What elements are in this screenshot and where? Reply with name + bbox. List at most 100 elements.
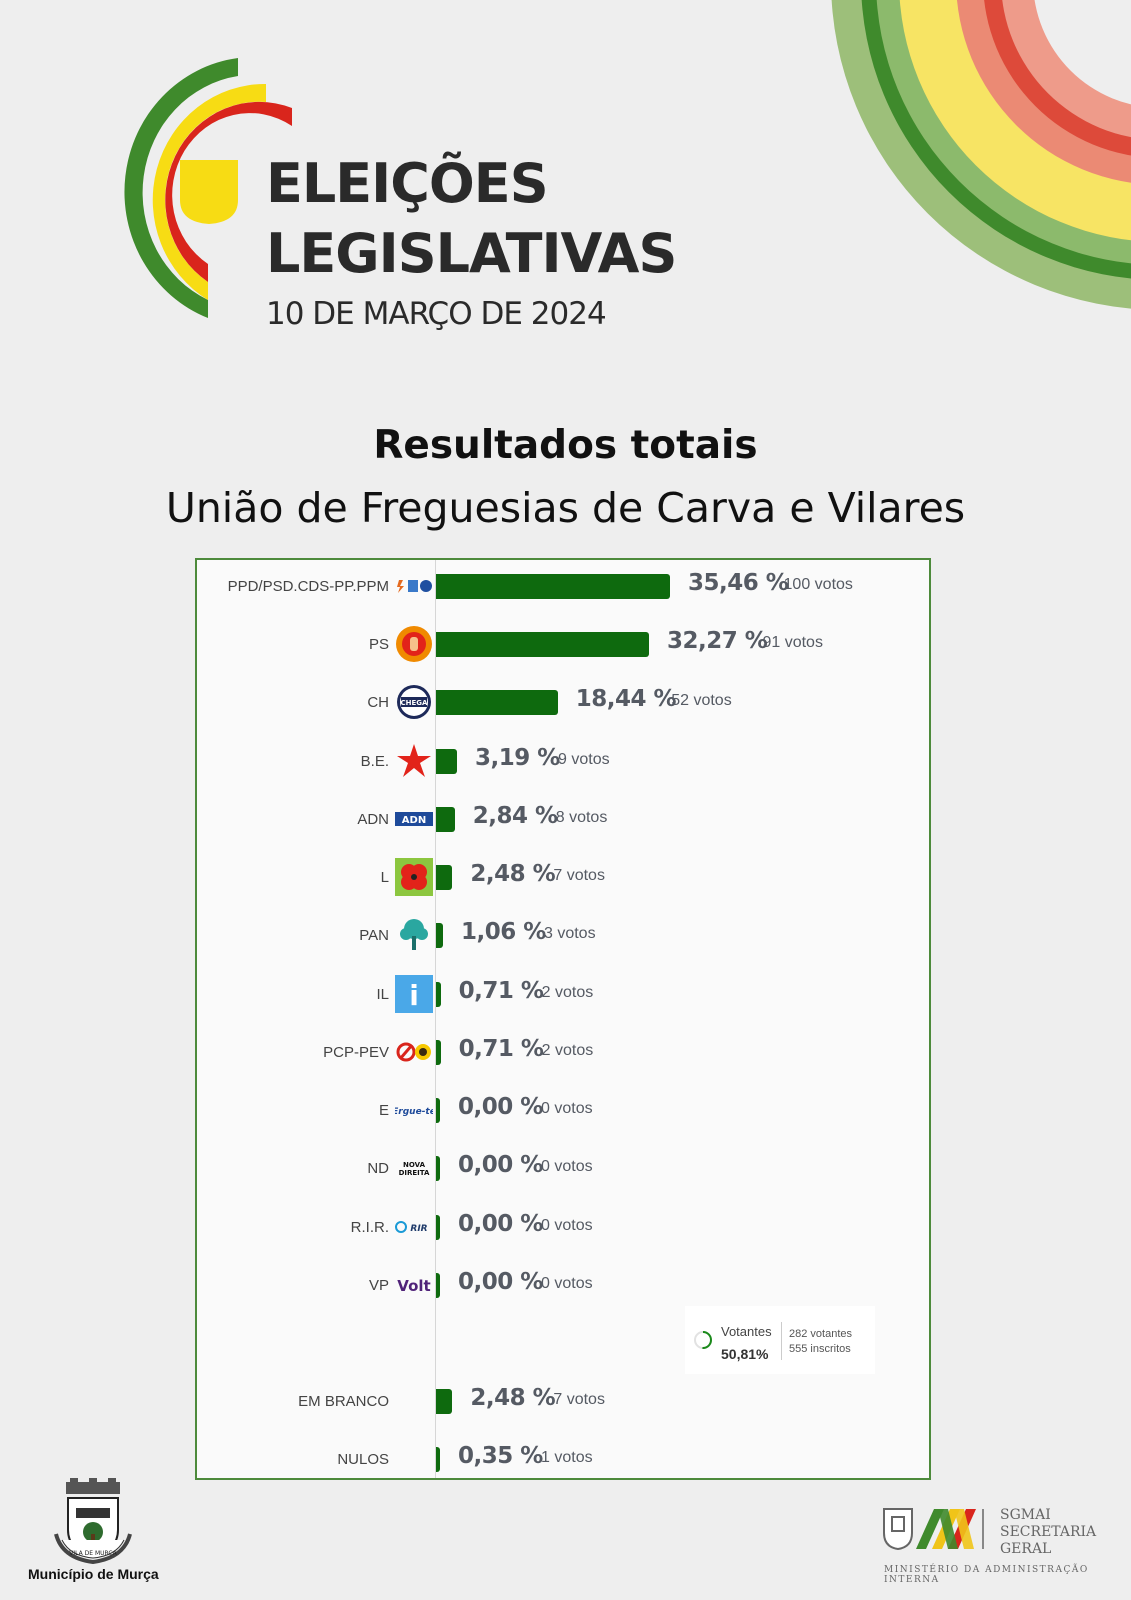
- votes-label: 100 votos: [783, 576, 853, 593]
- result-bar: [436, 982, 441, 1007]
- turnout-registered: 555 inscritos: [789, 1343, 851, 1355]
- result-bar: [436, 749, 458, 774]
- result-bar: [436, 1447, 440, 1472]
- party-label: IL: [376, 986, 389, 1003]
- result-bar: [436, 865, 453, 890]
- party-label: NULOS: [337, 1451, 389, 1468]
- percent-label: 0,00 %: [458, 1152, 543, 1178]
- crest-text: VILA DE MURÇA: [69, 1550, 117, 1557]
- party-label: VP: [368, 1277, 389, 1294]
- party-label: PS: [368, 636, 389, 653]
- result-row: EM BRANCO 2,48 % 7 votos: [197, 1381, 929, 1421]
- party-label: ADN: [357, 811, 389, 828]
- percent-label: 3,19 %: [475, 745, 560, 771]
- result-row: PPD/PSD.CDS-PP.PPM 35,46 % 100 votos: [197, 566, 929, 606]
- result-bar: [436, 1156, 440, 1181]
- percent-label: 18,44 %: [575, 686, 677, 712]
- votes-label: 0 votos: [541, 1275, 593, 1292]
- sgmai-line-3: GERAL: [1000, 1541, 1052, 1557]
- result-bar: [436, 574, 671, 599]
- rir-logo-icon: RIR: [395, 1208, 433, 1246]
- result-row: PS 32,27 % 91 votos: [197, 624, 929, 664]
- result-row: PCP-PEV 0,71 % 2 votos: [197, 1032, 929, 1072]
- percent-label: 0,71 %: [458, 1036, 544, 1062]
- svg-text:i: i: [409, 979, 419, 1012]
- results-chart: PPD/PSD.CDS-PP.PPM 35,46 % 100 votos PS 32,2…: [195, 558, 931, 1480]
- livre-poppy-icon: [395, 858, 433, 896]
- result-row: ADN ADN 2,84 % 8 votos: [197, 799, 929, 839]
- adn-logo-icon: ADN: [395, 800, 433, 838]
- percent-label: 35,46 %: [688, 570, 789, 596]
- il-logo-icon: i: [395, 975, 433, 1013]
- result-bar: [436, 923, 443, 948]
- chega-logo-icon: CHEGA: [395, 683, 433, 721]
- result-bar: [436, 690, 558, 715]
- decorative-arcs: [831, 0, 1131, 309]
- party-label: CH: [367, 694, 389, 711]
- pan-tree-icon: [395, 916, 433, 954]
- party-label: B.E.: [360, 753, 389, 770]
- result-row: VP Volt 0,00 % 0 votos: [197, 1265, 929, 1305]
- sgmai-logo-icon: [883, 1508, 984, 1551]
- votes-label: 2 votos: [541, 1042, 594, 1059]
- result-bar: [436, 1273, 440, 1298]
- svg-text:ADN: ADN: [402, 815, 426, 826]
- election-date: 10 DE MARÇO DE 2024: [266, 296, 607, 332]
- percent-label: 0,35 %: [458, 1443, 543, 1469]
- percent-label: 2,84 %: [472, 803, 558, 829]
- elections-logo-icon: [124, 58, 292, 318]
- psd-cds-ppm-logo-icon: [395, 567, 433, 605]
- party-label: E: [378, 1102, 389, 1119]
- title-line-1: ELEIÇÕES: [266, 152, 549, 215]
- turnout-box: Votantes 50,81% 282 votantes 555 inscrit…: [685, 1306, 875, 1374]
- party-label: ND: [367, 1160, 389, 1177]
- percent-label: 0,00 %: [458, 1094, 543, 1120]
- municipality-label: Município de Murça: [28, 1566, 159, 1582]
- ministry-label: MINISTÉRIO DA ADMINISTRAÇÃO INTERNA: [884, 1565, 1089, 1585]
- votes-label: 9 votos: [558, 751, 610, 768]
- svg-text:NOVA: NOVA: [403, 1161, 426, 1169]
- votes-label: 8 votos: [555, 809, 608, 826]
- result-row: NULOS 0,35 % 1 votos: [197, 1439, 929, 1479]
- votes-label: 2 votos: [541, 984, 594, 1001]
- result-bar: [436, 1040, 441, 1065]
- party-label: L: [380, 869, 389, 886]
- results-heading: Resultados totais: [373, 423, 758, 468]
- votes-label: 0 votos: [541, 1217, 593, 1234]
- votes-label: 1 votos: [541, 1449, 593, 1466]
- percent-label: 1,06 %: [460, 919, 546, 945]
- percent-label: 2,48 %: [470, 861, 556, 887]
- svg-text:CHEGA: CHEGA: [401, 699, 429, 707]
- ps-logo-icon: [395, 625, 433, 663]
- chart-axis-line: [435, 560, 436, 1478]
- percent-label: 32,27 %: [666, 628, 768, 654]
- turnout-divider: [781, 1322, 782, 1360]
- result-row: R.I.R. RIR 0,00 % 0 votos: [197, 1207, 929, 1247]
- be-star-icon: [395, 742, 433, 780]
- votes-label: 3 votos: [543, 925, 596, 942]
- result-row: L 2,48 % 7 votos: [197, 857, 929, 897]
- party-label: PAN: [359, 927, 389, 944]
- svg-text:Volt: Volt: [397, 1277, 430, 1295]
- votes-label: 7 votos: [553, 867, 605, 884]
- party-label: R.I.R.: [350, 1219, 389, 1236]
- result-bar: [436, 632, 649, 657]
- result-row: IL i 0,71 % 2 votos: [197, 974, 929, 1014]
- svg-text:DIREITA: DIREITA: [399, 1169, 430, 1177]
- party-label: PCP-PEV: [323, 1044, 389, 1061]
- result-bar: [436, 807, 455, 832]
- result-bar: [436, 1389, 453, 1414]
- result-bar: [436, 1098, 440, 1123]
- sgmai-line-2: SECRETARIA: [1000, 1524, 1097, 1540]
- result-row: ND NOVA DIREITA 0,00 % 0 votos: [197, 1148, 929, 1188]
- percent-label: 0,71 %: [458, 978, 544, 1004]
- sgmai-line-1: SGMAI: [1000, 1507, 1051, 1523]
- turnout-percent: 50,81%: [721, 1346, 769, 1362]
- volt-logo-icon: Volt: [395, 1266, 433, 1304]
- turnout-label: Votantes: [721, 1324, 772, 1339]
- turnout-ring-icon: [694, 1331, 712, 1349]
- pcp-pev-logo-icon: [395, 1033, 433, 1071]
